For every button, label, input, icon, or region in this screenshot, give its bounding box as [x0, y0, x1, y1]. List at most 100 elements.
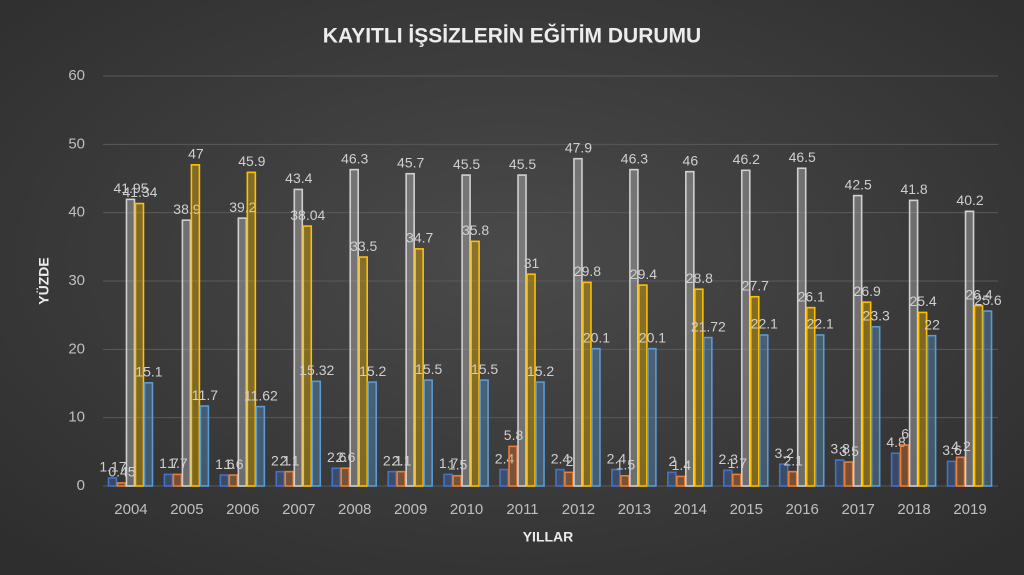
bar: [955, 456, 966, 487]
value-label: 34.7: [406, 230, 433, 246]
value-label: 45.5: [509, 156, 536, 172]
bar: [526, 273, 536, 487]
value-label: 40.2: [956, 192, 983, 208]
value-label: 46.5: [789, 149, 816, 165]
bar: [749, 295, 760, 487]
bar: [964, 210, 975, 487]
bar: [620, 474, 630, 487]
value-label: 38.04: [290, 207, 325, 223]
value-label: 46.3: [621, 150, 648, 166]
value-label: 42.5: [845, 176, 872, 192]
y-tick-label: 60: [68, 67, 85, 84]
x-tick-label: 2014: [674, 501, 707, 518]
bar: [611, 468, 621, 487]
value-label: 2: [566, 453, 574, 469]
bar: [143, 382, 154, 487]
value-label: 45.9: [238, 153, 265, 169]
bar: [890, 452, 901, 487]
x-tick-label: 2005: [170, 501, 203, 518]
value-label: 31: [524, 255, 540, 271]
value-label: 3.2: [774, 445, 794, 461]
bar: [246, 171, 257, 487]
x-tick-label: 2012: [562, 501, 595, 518]
bar: [946, 460, 957, 487]
bar: [237, 217, 248, 487]
bar: [125, 198, 136, 487]
value-label: 38.9: [173, 201, 200, 217]
x-tick-label: 2010: [450, 501, 483, 518]
value-label: 2.4: [551, 450, 571, 466]
value-label: 35.8: [462, 222, 489, 238]
value-label: 46.3: [341, 150, 368, 166]
value-label: 15.2: [527, 363, 554, 379]
value-label: 26.1: [798, 288, 825, 304]
bar: [479, 379, 489, 487]
bar: [199, 405, 210, 487]
value-label: 41.8: [900, 181, 927, 197]
value-label: 2.3: [719, 451, 739, 467]
value-label: 3.6: [942, 442, 962, 458]
value-label: 2.1: [271, 452, 291, 468]
bar: [470, 240, 480, 487]
bar: [591, 347, 601, 487]
bar: [443, 473, 453, 487]
value-label: 1.7: [159, 455, 179, 471]
bar: [172, 473, 183, 487]
value-label: 15.1: [135, 364, 162, 380]
value-label: 15.2: [359, 363, 386, 379]
value-label: 45.7: [397, 154, 424, 170]
bar: [555, 468, 565, 487]
value-label: 41.34: [122, 184, 157, 200]
bar: [163, 473, 174, 487]
bar: [311, 380, 322, 487]
x-tick-label: 2017: [841, 501, 874, 518]
value-label: 47.9: [565, 139, 592, 155]
x-tick-label: 2008: [338, 501, 371, 518]
bar: [703, 336, 713, 487]
y-tick-label: 0: [77, 477, 85, 494]
value-label: 11.62: [244, 387, 278, 403]
bar: [367, 381, 378, 487]
bar: [908, 199, 919, 487]
bar: [647, 347, 657, 487]
x-tick-label: 2006: [226, 501, 259, 518]
bar: [787, 470, 798, 487]
value-label: 47: [188, 146, 204, 162]
bar: [582, 281, 592, 487]
bar: [731, 473, 742, 487]
bar: [181, 219, 192, 487]
bar: [190, 164, 201, 487]
bar: [861, 301, 872, 487]
value-label: 2.6: [327, 449, 347, 465]
value-label: 46.2: [733, 151, 760, 167]
y-tick-label: 20: [68, 340, 85, 357]
value-label: 2.4: [607, 450, 627, 466]
bar: [805, 306, 816, 487]
y-tick-label: 50: [68, 135, 85, 152]
bar: [535, 381, 545, 487]
value-label: 1.7: [439, 455, 459, 471]
value-label: 33.5: [350, 238, 377, 254]
value-label: 29.4: [630, 266, 657, 282]
bar: [508, 445, 518, 487]
value-label: 21.72: [691, 318, 726, 334]
value-label: 20.1: [639, 329, 666, 345]
value-label: 27.7: [742, 277, 769, 293]
bar: [843, 461, 854, 487]
value-label: 20.1: [583, 329, 610, 345]
bar: [814, 334, 825, 487]
x-tick-label: 2013: [618, 501, 651, 518]
bar: [870, 325, 881, 487]
value-label: 28.8: [686, 270, 713, 286]
bar: [740, 169, 751, 487]
value-label: 25.6: [974, 292, 1001, 308]
bar: [405, 172, 415, 487]
bar: [461, 174, 471, 487]
bar: [694, 288, 704, 487]
x-tick-label: 2007: [282, 501, 315, 518]
bar: [228, 474, 239, 487]
bar: [926, 334, 937, 487]
bar: [423, 379, 433, 487]
